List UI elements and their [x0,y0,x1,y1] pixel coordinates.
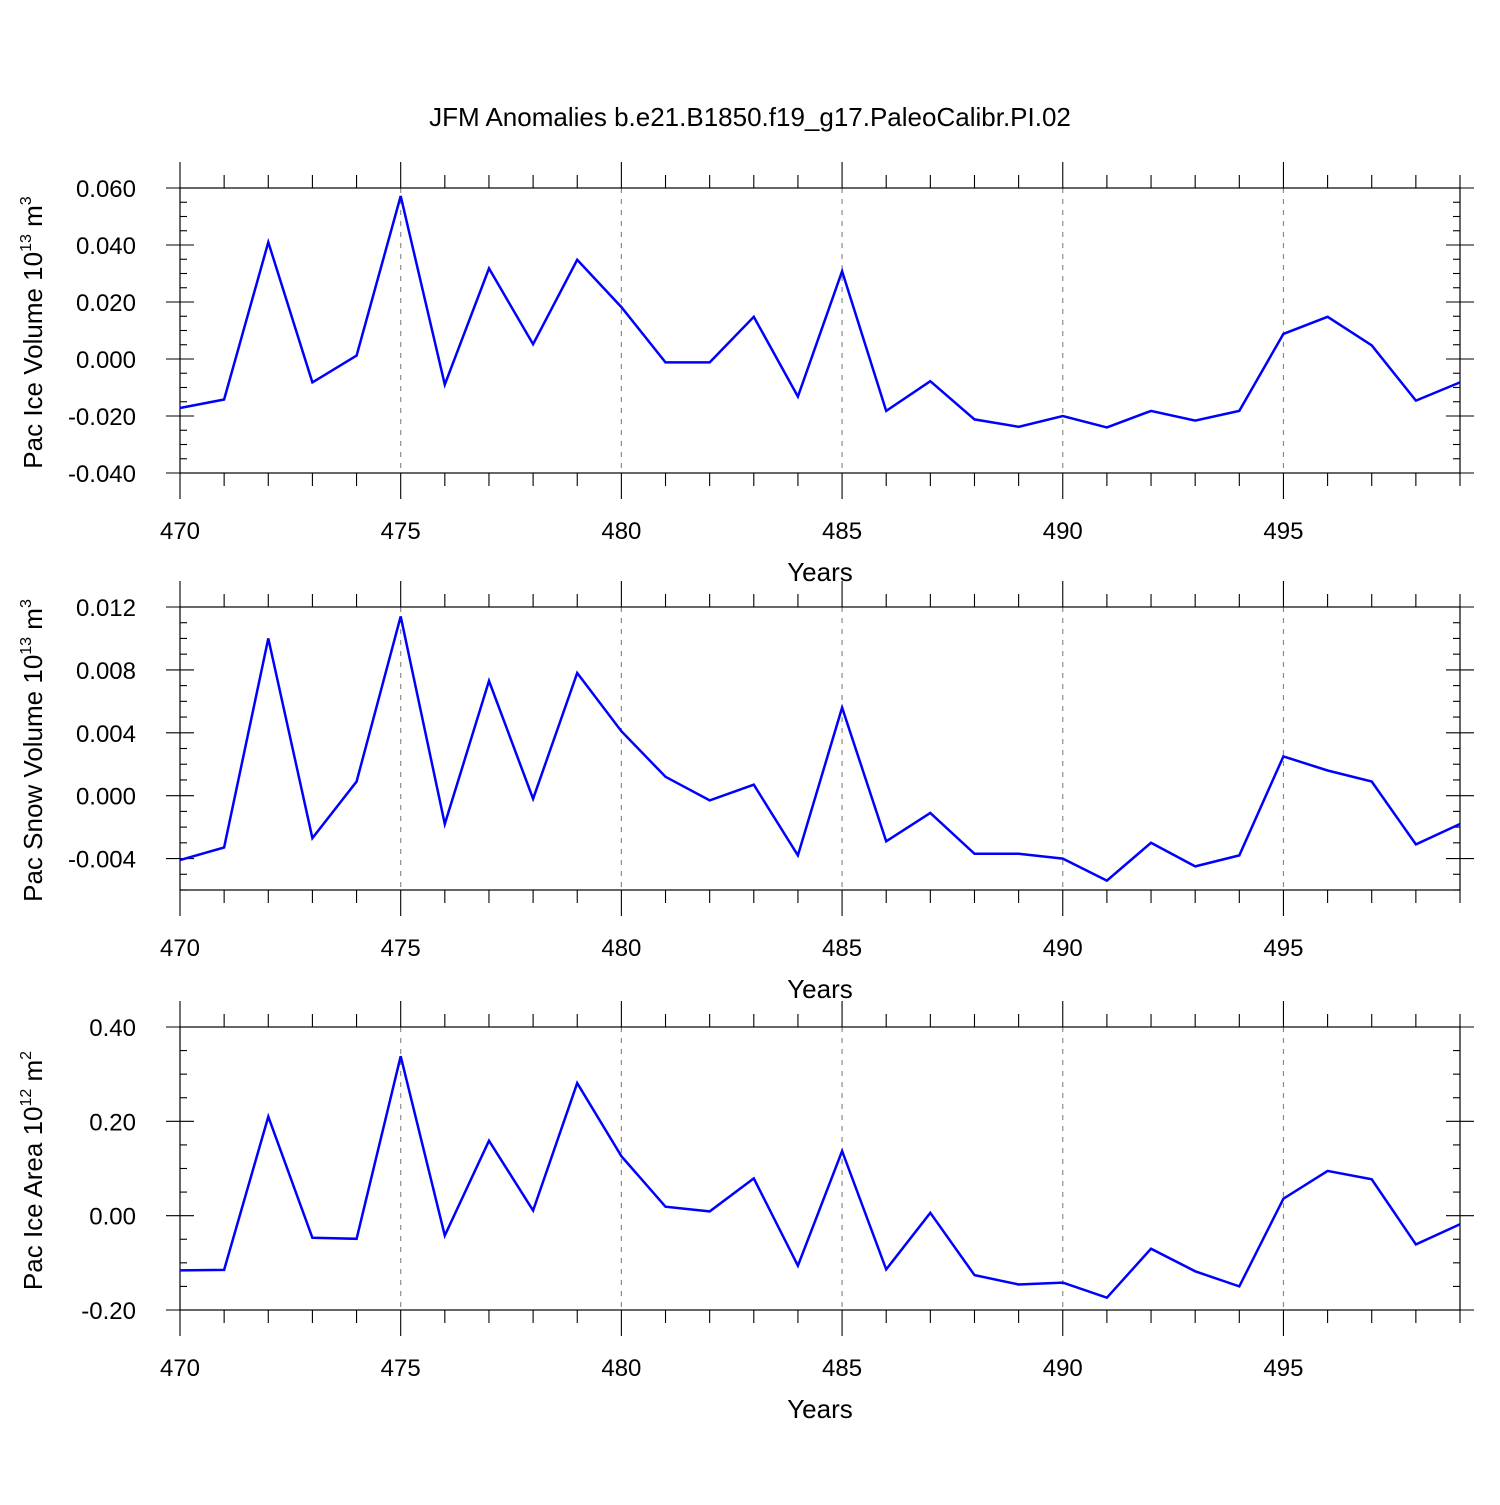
y-tick-label: 0.040 [76,233,136,260]
pac-ice-area-panel: 470 475 480 485 490 495 Years -0.20 0.00 0.20 0.40… [18,1001,1474,1424]
y-tick-label: -0.040 [68,461,136,488]
y-tick-label: 0.020 [76,290,136,317]
x-tick-label: 470 [160,935,200,962]
x-tick-label: 480 [601,1355,641,1382]
x-tick-label: 485 [822,935,862,962]
x-tick-label: 480 [601,518,641,545]
chart-title: JFM Anomalies b.e21.B1850.f19_g17.PaleoC… [429,102,1071,132]
x-tick-label: 485 [822,1355,862,1382]
x-tick-label: 490 [1043,518,1083,545]
pac-ice-area-series-line [179,1055,1461,1300]
x-tick-label: 470 [160,1355,200,1382]
y-axis-label: Pac Ice Area 1012 m2 [18,1051,48,1290]
x-tick-label: 485 [822,518,862,545]
x-tick-label: 475 [381,935,421,962]
x-tick-label: 495 [1263,1355,1303,1382]
y-tick-label: 0.060 [76,176,136,203]
pac-snow-volume-series-line [179,616,1461,883]
pac-snow-volume-panel: 470 475 480 485 490 495 Years -0.004 0.000 0.004 0… [18,581,1474,1004]
plot-frame [179,1026,1461,1311]
y-tick-label: 0.40 [89,1015,136,1042]
y-tick-label: -0.020 [68,404,136,431]
y-axis-label: Pac Ice Volume 1013 m3 [18,196,48,469]
y-tick-label: 0.000 [76,784,136,811]
pac-ice-volume-series-line [179,195,1461,429]
plot-frame [179,606,1461,891]
y-axis-label: Pac Snow Volume 1013 m3 [18,599,48,902]
y-tick-label: 0.012 [76,595,136,622]
x-tick-label: 475 [381,518,421,545]
x-tick-label: 490 [1043,1355,1083,1382]
x-tick-label: 495 [1263,935,1303,962]
pac-ice-volume-panel: 470 475 480 485 490 495 Years -0.040 -0.020 0.000… [18,162,1474,587]
y-tick-label: -0.20 [81,1298,136,1325]
y-tick-label: 0.004 [76,721,136,748]
x-tick-label: 495 [1263,518,1303,545]
y-tick-label: 0.20 [89,1109,136,1136]
x-tick-label: 470 [160,518,200,545]
y-tick-label: 0.000 [76,347,136,374]
x-tick-label: 475 [381,1355,421,1382]
y-tick-label: -0.004 [68,847,136,874]
x-axis-label: Years [787,974,853,1004]
y-tick-label: 0.008 [76,658,136,685]
x-axis-label: Years [787,1394,853,1424]
x-axis-label: Years [787,557,853,587]
x-tick-label: 480 [601,935,641,962]
y-tick-label: 0.00 [89,1204,136,1231]
x-tick-label: 490 [1043,935,1083,962]
